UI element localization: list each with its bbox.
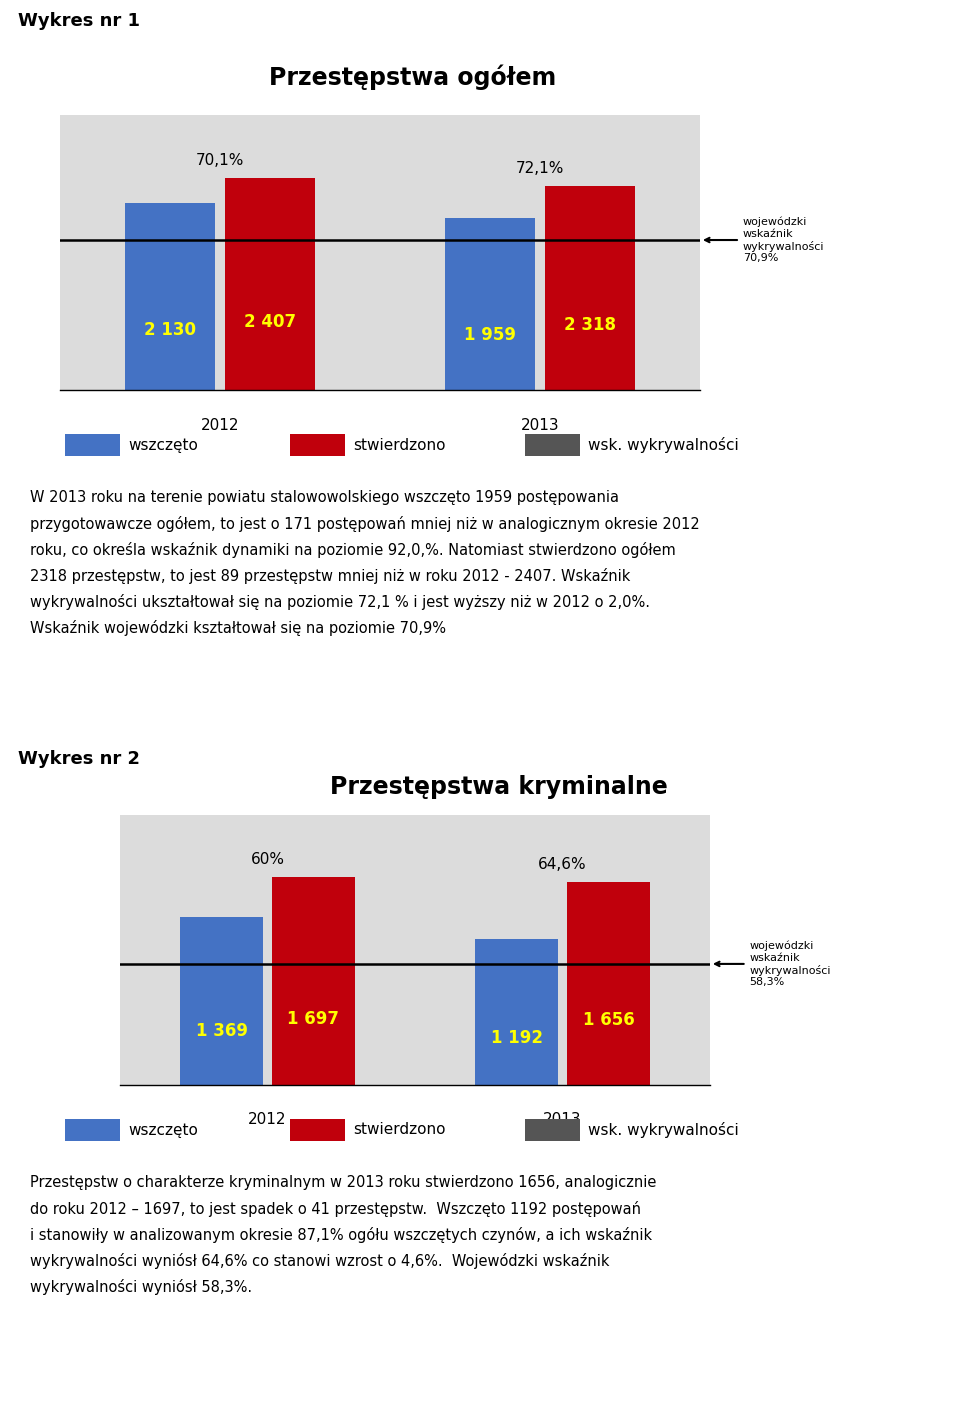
Text: wsk. wykrywalności: wsk. wykrywalności xyxy=(588,1122,739,1139)
Text: 1 192: 1 192 xyxy=(491,1029,542,1048)
Text: Wskaźnik wojewódzki kształtował się na poziomie 70,9%: Wskaźnik wojewódzki kształtował się na p… xyxy=(30,620,446,637)
Text: 2318 przestępstw, to jest 89 przestępstw mniej niż w roku 2012 - 2407. Wskaźnik: 2318 przestępstw, to jest 89 przestępstw… xyxy=(30,569,631,584)
Text: 2 318: 2 318 xyxy=(564,316,616,333)
Text: 64,6%: 64,6% xyxy=(539,856,587,872)
Bar xyxy=(444,218,536,390)
Text: i stanowiły w analizowanym okresie 87,1% ogółu wszczętych czynów, a ich wskaźnik: i stanowiły w analizowanym okresie 87,1%… xyxy=(30,1227,652,1244)
Text: 2012: 2012 xyxy=(249,1112,287,1127)
Bar xyxy=(225,179,315,390)
Text: 1 656: 1 656 xyxy=(583,1011,635,1029)
Text: roku, co określa wskaźnik dynamiki na poziomie 92,0,%. Natomiast stwierdzono ogó: roku, co określa wskaźnik dynamiki na po… xyxy=(30,542,676,559)
Text: stwierdzono: stwierdzono xyxy=(353,1123,445,1137)
Text: 1 697: 1 697 xyxy=(287,1010,340,1028)
Bar xyxy=(544,186,636,390)
Bar xyxy=(125,203,215,390)
Text: wojewódzki
wskaźnik
wykrywalności
58,3%: wojewódzki wskaźnik wykrywalności 58,3% xyxy=(715,940,830,987)
Bar xyxy=(272,878,355,1085)
Text: wykrywalności wyniósł 64,6% co stanowi wzrost o 4,6%.  Wojewódzki wskaźnik: wykrywalności wyniósł 64,6% co stanowi w… xyxy=(30,1254,610,1269)
Text: 72,1%: 72,1% xyxy=(516,160,564,176)
Text: W 2013 roku na terenie powiatu stalowowolskiego wszczęto 1959 postępowania: W 2013 roku na terenie powiatu stalowowo… xyxy=(30,491,619,505)
Text: wykrywalności wyniósł 58,3%.: wykrywalności wyniósł 58,3%. xyxy=(30,1279,252,1295)
Text: wojewódzki
wskaźnik
wykrywalności
70,9%: wojewódzki wskaźnik wykrywalności 70,9% xyxy=(705,217,825,264)
Text: przygotowawcze ogółem, to jest o 171 postępowań mniej niż w analogicznym okresie: przygotowawcze ogółem, to jest o 171 pos… xyxy=(30,516,700,532)
Text: do roku 2012 – 1697, to jest spadek o 41 przestępstw.  Wszczęto 1192 postępowań: do roku 2012 – 1697, to jest spadek o 41… xyxy=(30,1201,641,1217)
Bar xyxy=(180,917,263,1085)
Text: 2013: 2013 xyxy=(520,417,560,432)
Text: 70,1%: 70,1% xyxy=(196,153,244,167)
Text: 2013: 2013 xyxy=(543,1112,582,1127)
Text: wszczęto: wszczęto xyxy=(128,1123,198,1137)
Text: 1 959: 1 959 xyxy=(464,326,516,345)
Text: Przestępstwa kryminalne: Przestępstwa kryminalne xyxy=(330,776,668,798)
Text: Przestępstwa ogółem: Przestępstwa ogółem xyxy=(269,65,557,91)
Text: stwierdzono: stwierdzono xyxy=(353,438,445,452)
Text: Przestępstw o charakterze kryminalnym w 2013 roku stwierdzono 1656, analogicznie: Przestępstw o charakterze kryminalnym w … xyxy=(30,1176,657,1190)
Text: 2 130: 2 130 xyxy=(144,320,196,339)
Text: 60%: 60% xyxy=(251,852,284,866)
Text: Wykres nr 2: Wykres nr 2 xyxy=(18,750,140,769)
Text: 1 369: 1 369 xyxy=(196,1022,248,1041)
Text: Wykres nr 1: Wykres nr 1 xyxy=(18,11,140,30)
Bar xyxy=(566,882,650,1085)
Text: 2 407: 2 407 xyxy=(244,313,296,332)
Text: 2012: 2012 xyxy=(201,417,239,432)
Text: wsk. wykrywalności: wsk. wykrywalności xyxy=(588,437,739,452)
Text: wszczęto: wszczęto xyxy=(128,438,198,452)
Text: wykrywalności ukształtował się na poziomie 72,1 % i jest wyższy niż w 2012 o 2,0: wykrywalności ukształtował się na poziom… xyxy=(30,594,650,610)
Bar xyxy=(475,939,559,1085)
